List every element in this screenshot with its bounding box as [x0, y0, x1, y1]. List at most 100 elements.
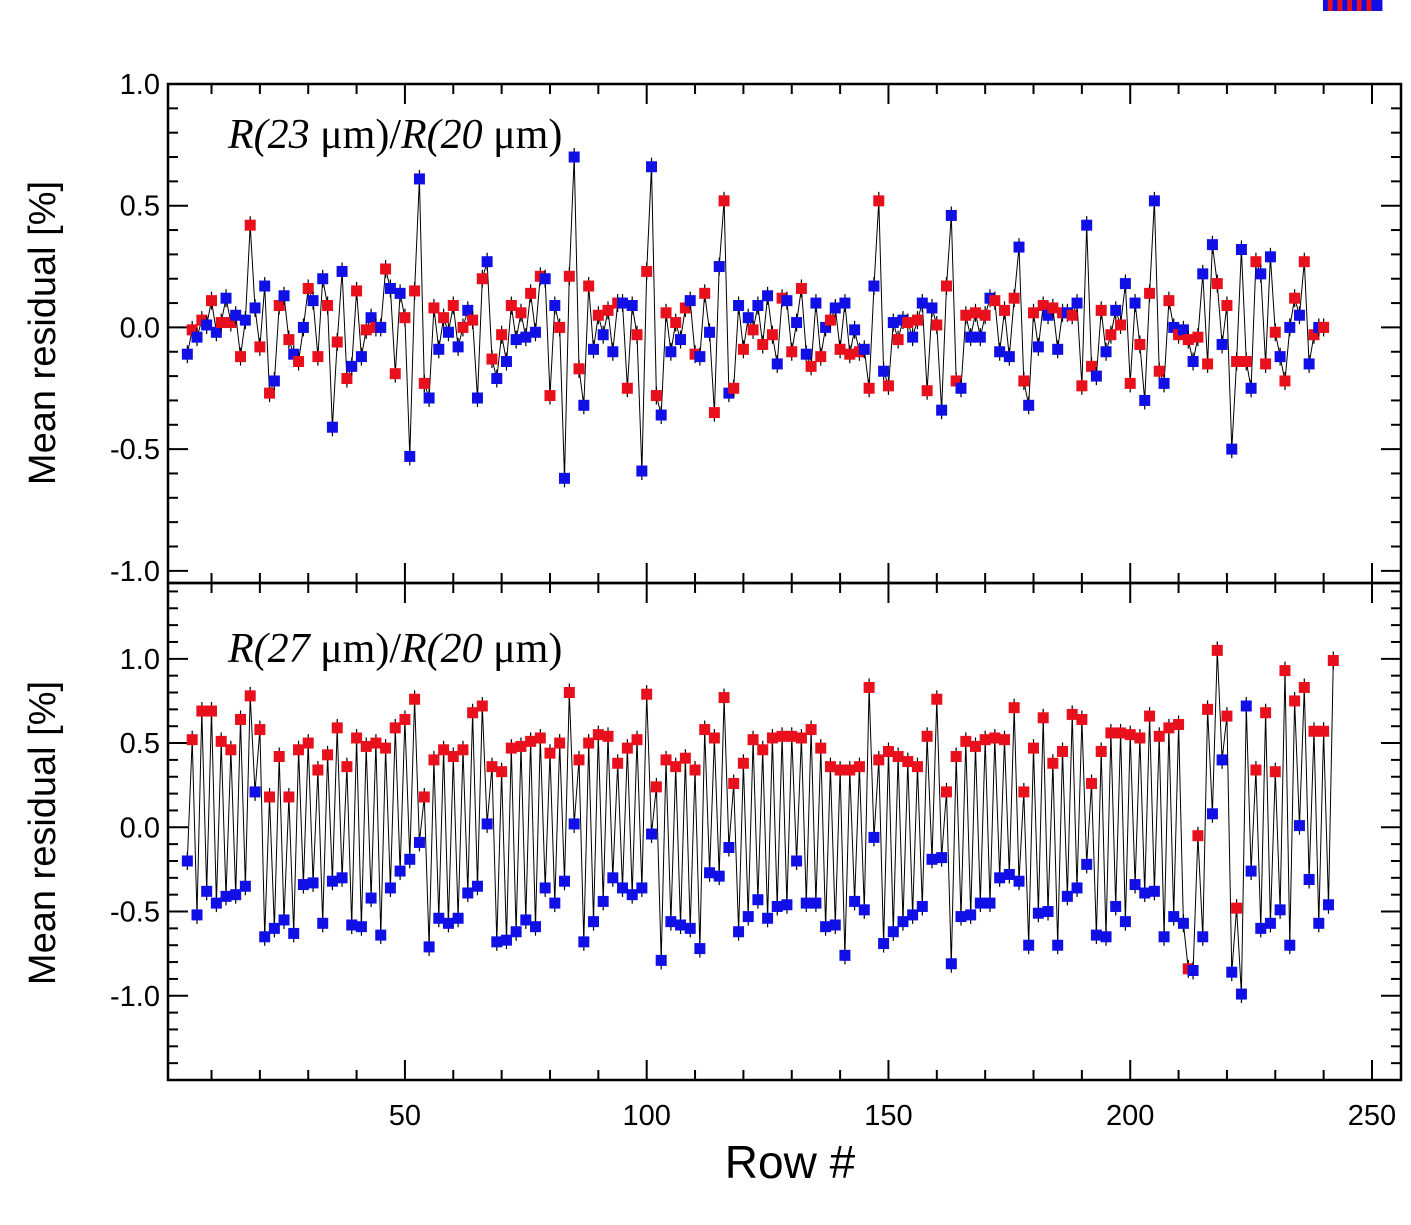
bottom-data-point: [428, 754, 440, 766]
bottom-data-point: [1260, 707, 1272, 719]
top-data-point: [878, 365, 890, 377]
bottom-data-point: [1095, 745, 1107, 757]
bottom-data-point: [317, 917, 329, 929]
top-data-point: [413, 173, 425, 185]
top-data-point: [863, 382, 875, 394]
bottom-data-point: [1081, 858, 1093, 870]
bottom-data-point: [911, 761, 923, 773]
top-data-point: [1318, 321, 1330, 333]
top-data-point: [1076, 380, 1088, 392]
top-data-point: [1168, 321, 1180, 333]
bottom-data-point: [539, 882, 551, 894]
bottom-data-point: [558, 875, 570, 887]
bottom-data-point: [689, 764, 701, 776]
top-data-point: [1110, 304, 1122, 316]
bottom-data-point: [1221, 710, 1233, 722]
bottom-data-point: [399, 713, 411, 725]
top-data-point: [752, 300, 764, 312]
bottom-y-axis-title: Mean residual [%]: [22, 681, 64, 985]
bottom-data-point: [853, 761, 865, 773]
top-data-point: [1158, 377, 1170, 389]
bottom-data-point: [1274, 904, 1286, 916]
top-data-point: [1139, 394, 1151, 406]
x-tick-label: 200: [1106, 1100, 1154, 1132]
top-data-point: [747, 324, 759, 336]
top-data-point: [438, 312, 450, 324]
bottom-data-point: [476, 700, 488, 712]
bottom-data-point: [940, 786, 952, 798]
bottom-data-point: [757, 744, 769, 756]
top-data-point: [1086, 360, 1098, 372]
top-data-point: [476, 273, 488, 285]
bottom-data-point: [824, 761, 836, 773]
top-data-point: [887, 317, 899, 329]
top-data-point: [283, 334, 295, 346]
top-data-point: [713, 261, 725, 273]
top-data-point: [597, 329, 609, 341]
bottom-data-point: [529, 921, 541, 933]
top-data-point: [186, 324, 198, 336]
bottom-data-point: [815, 742, 827, 754]
top-data-point: [515, 307, 527, 319]
bottom-data-point: [206, 705, 218, 717]
top-data-point: [694, 351, 706, 363]
top-data-point: [1095, 304, 1107, 316]
bottom-data-point: [1066, 708, 1078, 720]
bottom-data-point: [259, 931, 271, 943]
top-data-point: [607, 346, 619, 358]
top-data-point: [1013, 241, 1025, 253]
bottom-data-point: [1129, 879, 1141, 891]
bottom-data-point: [728, 777, 740, 789]
top-data-point: [404, 450, 416, 462]
top-data-point: [1163, 295, 1175, 307]
top-data-point: [699, 287, 711, 299]
bottom-data-point: [1134, 732, 1146, 744]
bottom-data-point: [1153, 730, 1165, 742]
top-data-point: [423, 392, 435, 404]
bottom-data-point: [563, 687, 575, 699]
top-data-point: [457, 321, 469, 333]
top-data-point: [684, 295, 696, 307]
top-data-point: [858, 343, 870, 355]
top-data-point: [1037, 300, 1049, 312]
bottom-data-point: [936, 852, 948, 864]
bottom-data-point: [1042, 906, 1054, 918]
top-data-point: [679, 302, 691, 314]
top-data-point: [1264, 251, 1276, 263]
bottom-data-point: [1168, 911, 1180, 923]
bottom-data-point: [791, 855, 803, 867]
bottom-data-point: [858, 904, 870, 916]
bottom-data-point: [994, 872, 1006, 884]
bottom-data-point: [312, 764, 324, 776]
bottom-data-point: [239, 880, 251, 892]
bottom-data-point: [1245, 865, 1257, 877]
bottom-data-point: [1013, 875, 1025, 887]
bottom-data-point: [1115, 727, 1127, 739]
bottom-data-point: [360, 740, 372, 752]
top-data-point: [931, 319, 943, 331]
bottom-data-point: [409, 693, 421, 705]
bottom-data-point: [921, 730, 933, 742]
bottom-data-point: [418, 791, 430, 803]
top-data-point: [239, 314, 251, 326]
bottom-data-point: [510, 926, 522, 938]
top-data-point: [220, 292, 232, 304]
top-data-point: [757, 338, 769, 350]
top-data-point: [849, 324, 861, 336]
top-data-point: [1216, 338, 1228, 350]
bottom-data-point: [578, 936, 590, 948]
top-data-point: [718, 195, 730, 207]
top-data-point: [380, 263, 392, 275]
x-tick-label: 100: [622, 1100, 670, 1132]
top-data-point: [1047, 302, 1059, 314]
top-data-point: [926, 302, 938, 314]
bottom-panel-title: R(27 μm)/R(20 μm): [227, 626, 562, 672]
bottom-data-point: [515, 740, 527, 752]
bottom-data-point: [636, 882, 648, 894]
bottom-data-point: [1206, 808, 1218, 820]
bottom-data-point: [979, 734, 991, 746]
bottom-data-point: [365, 892, 377, 904]
top-y-tick-label: 0.0: [120, 312, 160, 344]
bottom-data-point: [273, 751, 285, 763]
top-data-point: [1284, 321, 1296, 333]
